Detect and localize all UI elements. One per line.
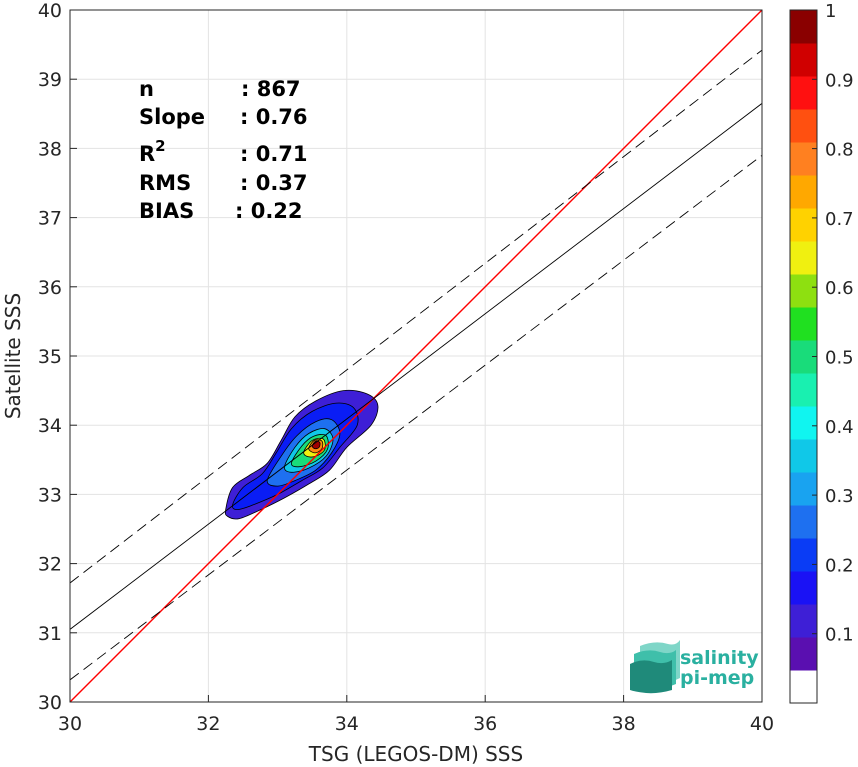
- colorbar-segment: [790, 406, 817, 440]
- y-tick-label: 38: [38, 138, 62, 160]
- stat-value: : 0.71: [240, 142, 308, 166]
- stat-label: Slope: [139, 105, 205, 129]
- stat-label: RMS: [139, 171, 191, 195]
- wave-layers-icon: [630, 640, 680, 694]
- x-tick-label: 34: [335, 713, 359, 735]
- stat-value: : 0.22: [235, 199, 303, 223]
- y-tick-label: 39: [38, 69, 62, 91]
- y-tick-label: 34: [38, 415, 62, 437]
- salinity-pimep-logo: salinity pi-mep: [630, 640, 759, 694]
- colorbar-segment: [790, 274, 817, 308]
- y-tick-label: 40: [38, 0, 62, 22]
- stat-value: : 867: [241, 77, 301, 101]
- colorbar-segment: [790, 472, 817, 506]
- colorbar-segment: [790, 43, 817, 77]
- colorbar-segment: [790, 109, 817, 143]
- x-tick-label: 40: [750, 713, 774, 735]
- density-contour-0.9: [311, 440, 321, 450]
- colorbar-segment: [790, 505, 817, 539]
- regression-line: [70, 103, 762, 630]
- y-tick-label: 37: [38, 208, 62, 230]
- stat-superscript: 2: [155, 137, 165, 155]
- x-tick-label: 36: [473, 713, 497, 735]
- colorbar-segment: [790, 307, 817, 341]
- y-tick-label: 36: [38, 277, 62, 299]
- colorbar-segment: [790, 571, 817, 605]
- regression-minus-rms-line: [70, 154, 762, 681]
- grid-lines: [69, 9, 763, 703]
- colorbar-segment: [790, 76, 817, 110]
- x-tick-label: 30: [58, 713, 82, 735]
- colorbar-segment: [790, 604, 817, 638]
- x-tick-label: 32: [196, 713, 220, 735]
- colorbar-tick-label: 0.9: [825, 70, 854, 91]
- colorbar-tick-label: 0.7: [825, 209, 854, 230]
- regression-lines: [70, 10, 762, 702]
- stat-label: BIAS: [139, 199, 194, 223]
- colorbar-tick-label: 0.3: [825, 486, 854, 507]
- logo-line2: pi-mep: [680, 667, 754, 689]
- y-axis-ticks: 30 31 32 33 34 35 36 37 38 39 40: [38, 0, 77, 714]
- one-to-one-line: [70, 10, 762, 702]
- colorbar-tick-label: 0.5: [825, 348, 854, 369]
- density-contours: [224, 389, 379, 520]
- colorbar-segment: [790, 208, 817, 242]
- colorbar-tick-label: 1: [825, 1, 836, 22]
- colorbar-segment: [790, 175, 817, 209]
- logo-line1: salinity: [680, 647, 759, 669]
- colorbar-segment: [790, 10, 817, 44]
- stat-value: : 0.37: [240, 171, 308, 195]
- colorbar-segment: [790, 439, 817, 473]
- colorbar-tick-label: 0.2: [825, 555, 854, 576]
- colorbar: 0.1 0.2 0.3 0.4 0.5 0.6 0.7 0.8 0.9 1: [789, 1, 854, 704]
- colorbar-segment: [790, 538, 817, 572]
- stat-label: n: [139, 77, 154, 101]
- colorbar-segment: [790, 142, 817, 176]
- colorbar-tick-label: 0.4: [825, 417, 854, 438]
- colorbar-segment: [790, 637, 817, 671]
- x-axis-label: TSG (LEGOS-DM) SSS: [308, 742, 523, 766]
- y-tick-label: 30: [38, 692, 62, 714]
- colorbar-segment: [790, 373, 817, 407]
- y-tick-label: 35: [38, 346, 62, 368]
- colorbar-tick-label: 0.6: [825, 278, 854, 299]
- colorbar-tick-label: 0.8: [825, 140, 854, 161]
- colorbar-tick-label: 0.1: [825, 625, 854, 646]
- y-tick-label: 31: [38, 623, 62, 645]
- regression-plus-rms-line: [70, 49, 762, 584]
- y-tick-label: 32: [38, 554, 62, 576]
- colorbar-segment: [790, 670, 817, 704]
- stat-value: : 0.76: [240, 105, 308, 129]
- colorbar-segment: [790, 241, 817, 275]
- x-tick-label: 38: [612, 713, 636, 735]
- y-tick-label: 33: [38, 484, 62, 506]
- x-axis-ticks: 30 32 34 36 38 40: [58, 695, 774, 735]
- y-axis-label: Satellite SSS: [1, 293, 25, 419]
